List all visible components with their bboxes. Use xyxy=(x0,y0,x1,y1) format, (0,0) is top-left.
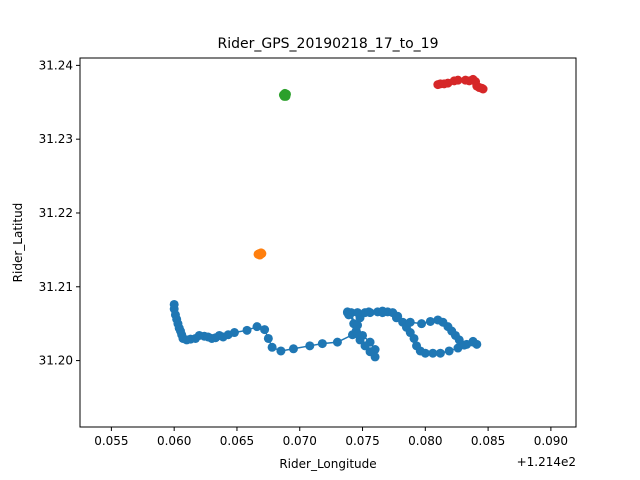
data-point xyxy=(353,308,363,318)
data-point xyxy=(305,341,315,351)
x-tick-label: 0.080 xyxy=(408,434,442,448)
data-point xyxy=(425,316,435,326)
series-3 xyxy=(433,74,488,94)
data-point xyxy=(353,320,363,330)
y-axis-label: Rider_Latitud xyxy=(11,203,25,283)
x-tick-label: 0.065 xyxy=(220,434,254,448)
data-point xyxy=(263,333,273,343)
data-point xyxy=(409,333,419,343)
y-tick-label: 31.21 xyxy=(39,280,73,294)
data-point xyxy=(353,329,363,339)
data-point xyxy=(317,339,327,349)
data-point xyxy=(435,348,445,358)
data-point xyxy=(428,348,438,358)
data-point xyxy=(332,337,342,347)
axis-ticks: 0.055 0.060 0.065 0.070 0.075 0.080 0.085 0.090… xyxy=(39,58,568,448)
data-point xyxy=(378,308,388,318)
y-tick-label: 31.24 xyxy=(39,58,73,72)
data-point xyxy=(405,317,415,327)
x-offset-label: +1.214e2 xyxy=(517,455,576,469)
x-tick-label: 0.090 xyxy=(534,434,568,448)
x-axis-label: Rider_Longitude xyxy=(279,457,376,471)
series-0 xyxy=(169,299,482,362)
data-point xyxy=(433,315,443,325)
data-point xyxy=(364,307,374,317)
data-point xyxy=(444,346,454,356)
data-point xyxy=(267,342,277,352)
data-point xyxy=(468,337,478,347)
series-2 xyxy=(278,88,291,101)
data-point xyxy=(242,325,252,335)
data-point xyxy=(360,341,370,351)
data-point xyxy=(281,91,291,101)
y-tick-label: 31.22 xyxy=(39,206,73,220)
series-1 xyxy=(253,248,267,260)
data-point xyxy=(256,248,266,258)
data-point xyxy=(391,313,401,323)
y-tick-label: 31.23 xyxy=(39,132,73,146)
data-point xyxy=(229,328,239,338)
data-point xyxy=(252,322,262,332)
axes-frame xyxy=(79,57,577,428)
x-tick-label: 0.060 xyxy=(157,434,191,448)
x-tick-label: 0.070 xyxy=(283,434,317,448)
data-point xyxy=(417,319,427,329)
data-point xyxy=(420,348,430,358)
plot-area xyxy=(169,74,488,362)
data-point xyxy=(478,84,488,94)
y-tick-label: 31.20 xyxy=(39,354,73,368)
data-point xyxy=(453,75,463,85)
data-point xyxy=(260,325,270,335)
x-tick-label: 0.085 xyxy=(471,434,505,448)
chart-title: Rider_GPS_20190218_17_to_19 xyxy=(218,36,439,52)
data-point xyxy=(365,347,375,357)
x-tick-label: 0.055 xyxy=(94,434,128,448)
x-tick-label: 0.075 xyxy=(345,434,379,448)
data-point xyxy=(276,346,286,356)
data-point xyxy=(344,310,354,320)
data-point xyxy=(288,344,298,354)
